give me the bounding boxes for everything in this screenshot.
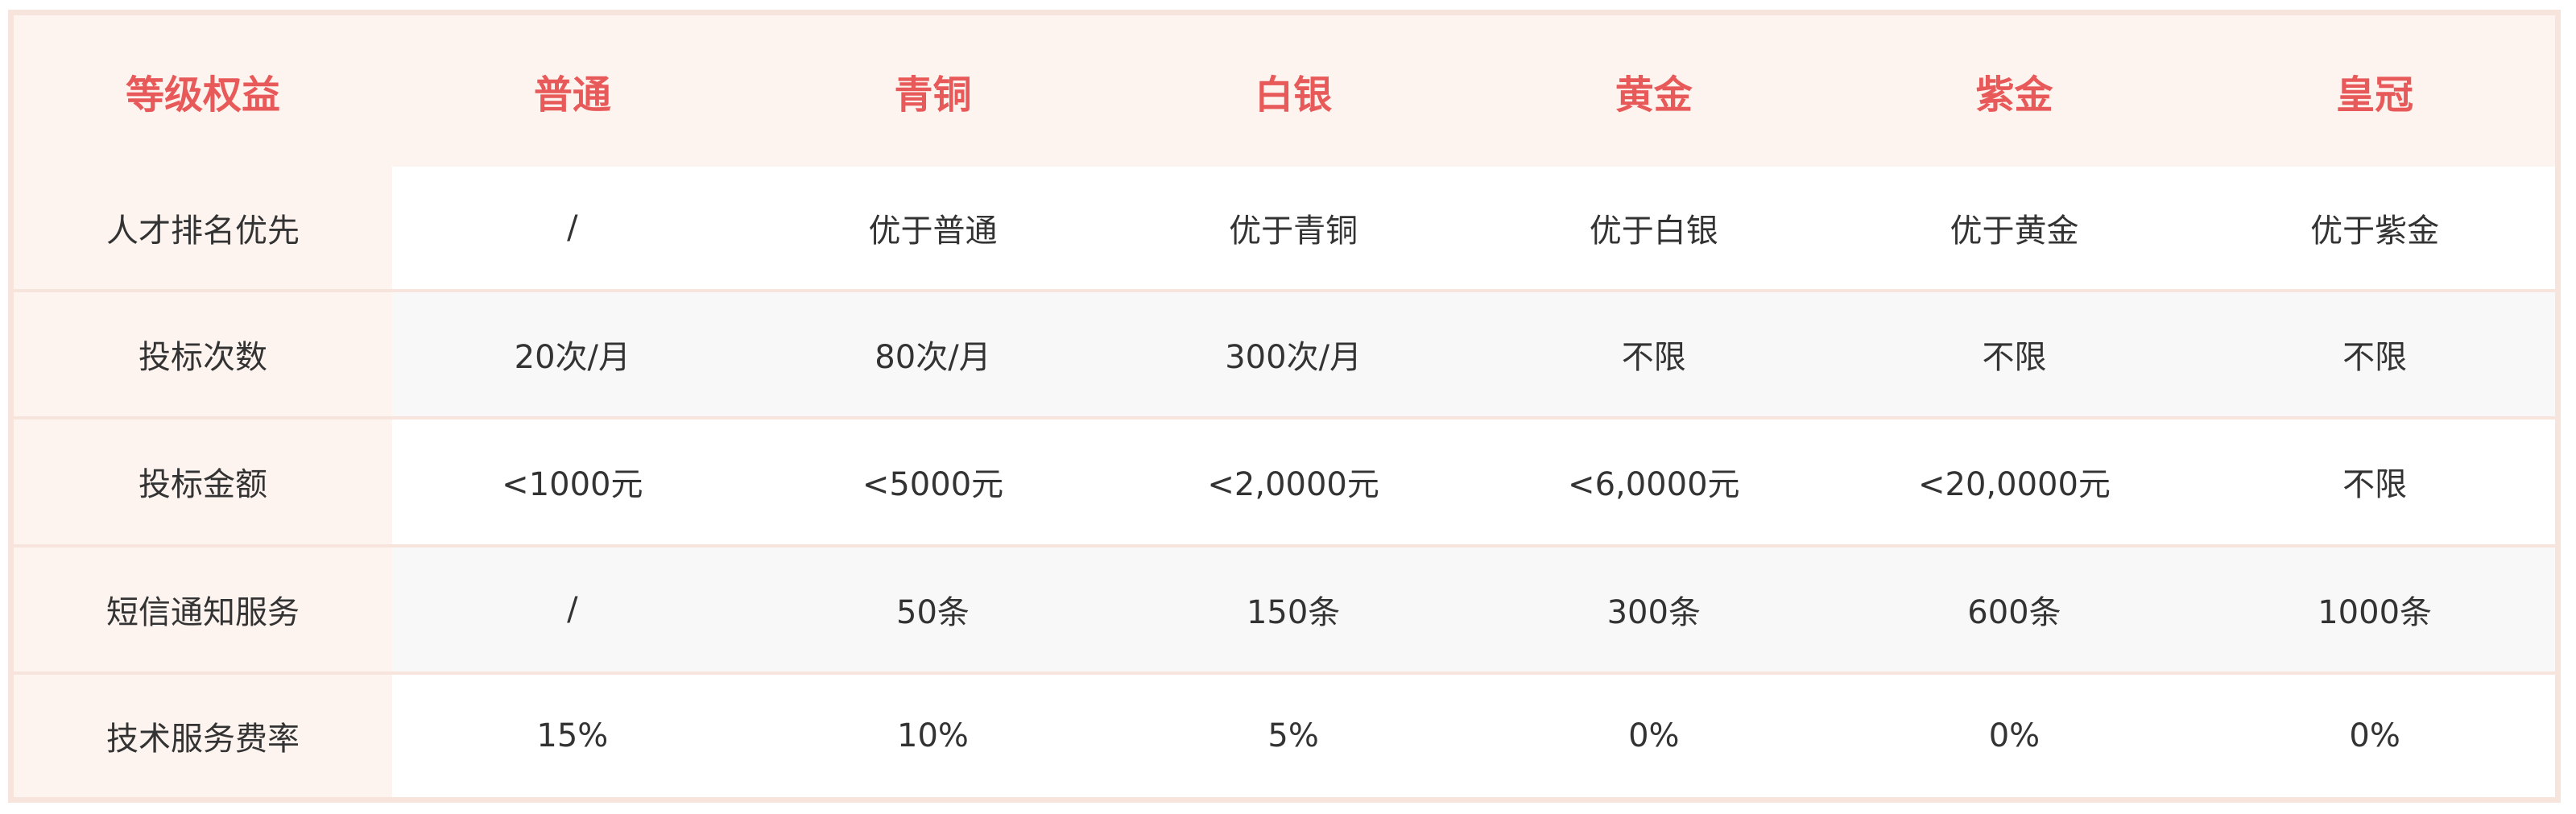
- table-cell: 80次/月: [752, 288, 1114, 419]
- table-cell: /: [567, 209, 578, 246]
- table-cell: <6,0000元: [1473, 416, 1834, 546]
- table-cell: 15%: [392, 671, 753, 797]
- table-cell: 0%: [2194, 671, 2555, 797]
- table-cell: <20,0000元: [1834, 416, 2195, 546]
- table-row: 人才排名优先 / 优于普通 优于青铜 优于白银 优于黄金 优于紫金: [14, 167, 2555, 291]
- table-cell: 50条: [752, 543, 1114, 674]
- header-level-normal: 普通: [392, 15, 753, 167]
- header-level-silver: 白银: [1113, 15, 1474, 167]
- table-row: 投标次数 20次/月 80次/月 300次/月 不限 不限 不限: [14, 288, 2555, 419]
- table-cell: 不限: [1834, 288, 2195, 419]
- row-label: 人才排名优先: [14, 167, 392, 291]
- table-cell: 20次/月: [392, 288, 753, 419]
- table-cell: 优于黄金: [1950, 212, 2079, 250]
- table-cell: /: [392, 543, 753, 674]
- table-cell: 优于白银: [1589, 212, 1718, 250]
- table-cell: 1000条: [2194, 543, 2555, 674]
- table-cell: <2,0000元: [1113, 416, 1474, 546]
- table-row: 投标金额 <1000元 <5000元 <2,0000元 <6,0000元 <20,0000…: [14, 416, 2555, 546]
- table-cell: 0%: [1473, 671, 1834, 797]
- header-level-purple-gold: 紫金: [1834, 15, 2195, 167]
- table-cell: 300次/月: [1113, 288, 1474, 419]
- header-row: 等级权益 普通 青铜 白银 黄金 紫金 皇冠: [14, 15, 2555, 167]
- table-row: 短信通知服务/50条 150条 300条 600条 1000条: [14, 543, 2555, 674]
- row-label: 短信通知服务: [14, 543, 392, 674]
- table-row: 技术服务费率 15% 10% 5% 0% 0% 0%: [14, 671, 2555, 797]
- header-level-crown: 皇冠: [2194, 15, 2555, 167]
- table-cell: 优于紫金: [2310, 212, 2440, 250]
- table-cell: 不限: [2194, 288, 2555, 419]
- table-cell: 优于普通: [868, 212, 998, 250]
- header-benefits: 等级权益: [14, 15, 392, 167]
- table-cell: 600条: [1834, 543, 2195, 674]
- table-cell: 300条: [1473, 543, 1834, 674]
- header-level-bronze: 青铜: [752, 15, 1114, 167]
- row-label: 投标次数: [14, 288, 392, 419]
- table-cell: 不限: [1473, 288, 1834, 419]
- table-cell: <5000元: [752, 416, 1114, 546]
- table-cell: 0%: [1834, 671, 2195, 797]
- table-cell: <1000元: [392, 416, 753, 546]
- table-cell: 10%: [752, 671, 1114, 797]
- row-label: 技术服务费率: [14, 671, 392, 797]
- table-cell: 5%: [1113, 671, 1474, 797]
- header-level-gold: 黄金: [1473, 15, 1834, 167]
- table-cell: 优于青铜: [1229, 212, 1358, 250]
- membership-benefits-table: 等级权益 普通 青铜 白银 黄金 紫金 皇冠 人才排名优先 / 优于普通 优于青铜 优于…: [8, 10, 2561, 803]
- table-cell: 150条: [1113, 543, 1474, 674]
- table-cell: 不限: [2194, 416, 2555, 546]
- row-label: 投标金额: [14, 416, 392, 546]
